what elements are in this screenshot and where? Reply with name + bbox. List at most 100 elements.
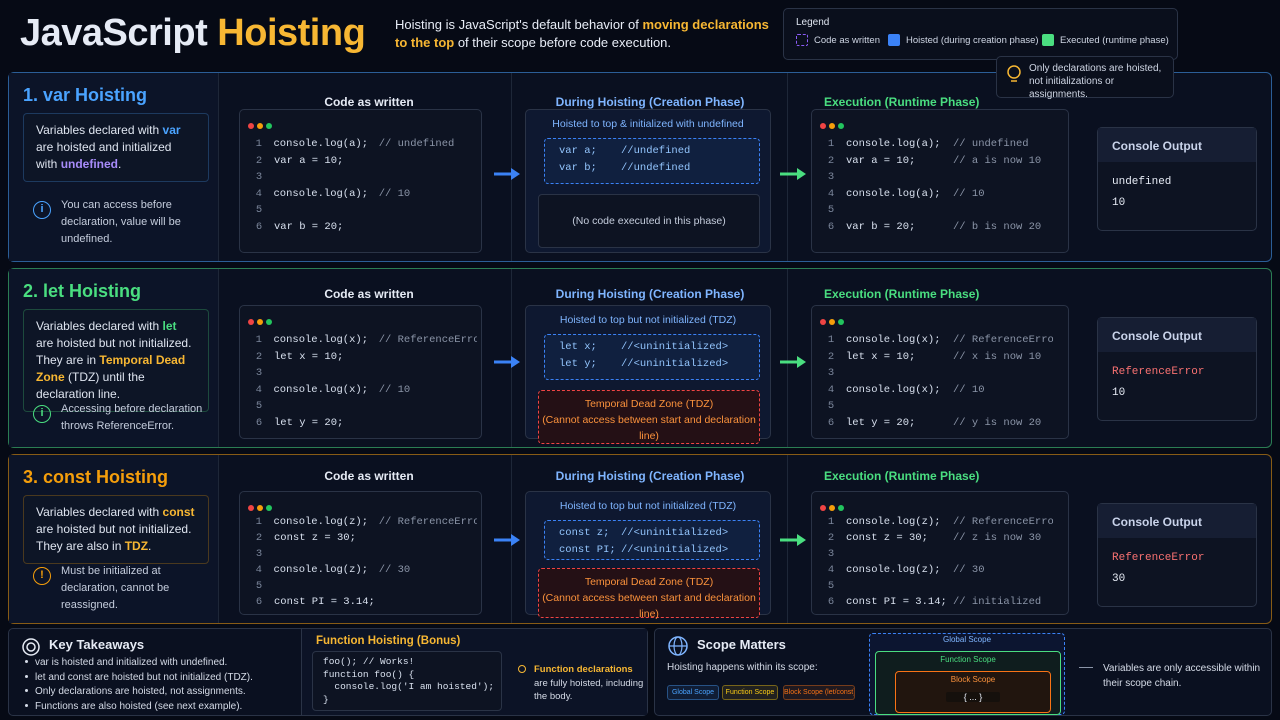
takeaway-item: var is hoisted and initialized with unde…	[25, 656, 302, 671]
legend-swatch	[796, 34, 808, 46]
tip-icon: !	[33, 567, 51, 585]
code	[274, 204, 381, 221]
column-title: During Hoisting (Creation Phase)	[555, 95, 745, 109]
code: console.log(x);	[273, 334, 369, 346]
line-number: 2	[827, 532, 835, 544]
code: console.log(x);	[846, 383, 941, 396]
hoist-subtitle: Hoisted to top & initialized with undefi…	[552, 118, 744, 130]
code-body: 1 console.log(a); // undefined 2 var a = 10;…	[244, 138, 477, 237]
text-segment: .	[118, 157, 122, 171]
legend: Legend Code as written Hoisted (during cr…	[783, 8, 1178, 60]
line-number: 1	[827, 516, 835, 528]
takeaway-item: Functions are also hoisted (see next exa…	[25, 700, 302, 715]
code	[274, 548, 381, 564]
line-number: 3	[827, 548, 835, 560]
comment: //<uninitialized>	[621, 358, 729, 370]
tip-text: Accessing before declaration throws Refe…	[61, 403, 203, 432]
phase-line: (Cannot access between start and declara…	[542, 592, 756, 620]
hoist-panel: Hoisted to top & initialized with undefi…	[525, 109, 771, 253]
code-line: 4 console.log(a); // 10	[244, 188, 477, 205]
code: var b = 20;	[274, 220, 344, 233]
code-line: 3	[816, 548, 1064, 564]
code-line: 3	[816, 171, 1064, 188]
console-title: Console Output	[1098, 128, 1256, 162]
text-segment: Variables declared with	[36, 319, 163, 333]
hoisted-line: const PI; //<uninitialized>	[559, 544, 759, 561]
code-line: 5	[816, 400, 1064, 417]
code-line: 6 let y = 20; // y is now 20	[816, 417, 1064, 434]
note-text: Only declarations are hoisted, not initi…	[1029, 63, 1162, 100]
line-number: 4	[827, 564, 835, 576]
code: var b = 20;	[846, 220, 916, 233]
code-line: 4 console.log(z); // 30	[244, 564, 477, 580]
code	[846, 580, 953, 596]
section-title: 1. var Hoisting	[23, 85, 148, 105]
scope-tag: Block Scope (let/const)	[783, 685, 855, 700]
tip: i You can access before declaration, valu…	[23, 197, 213, 248]
scope-text: Hoisting happens within its scope:	[667, 662, 818, 673]
text-segment: Temporal Dead Zone	[36, 353, 186, 384]
code: const z = 30;	[274, 532, 356, 544]
text-segment: are hoisted but not initialized. They ar…	[36, 336, 192, 367]
console-line: 10	[1112, 387, 1126, 399]
code	[846, 367, 953, 384]
tip: ! Must be initialized at declaration, can…	[23, 563, 213, 614]
code-panel: 1 console.log(x); // ReferenceError 2 let x …	[239, 305, 482, 439]
code-line: 1 console.log(a); // undefined	[816, 138, 1064, 155]
line-number: 5	[255, 400, 263, 412]
takeaway-text: Only declarations are hoisted, not assig…	[35, 686, 246, 697]
code-line: 2 const z = 30; // z is now 30	[816, 532, 1064, 548]
phase-line: (No code executed in this phase)	[572, 215, 726, 227]
code: console.log(a);	[846, 138, 941, 150]
section: 2. let Hoisting Variables declared with l…	[8, 268, 1272, 448]
code-line: 6 const PI = 3.14; // initialized	[816, 596, 1064, 612]
window-dots	[248, 312, 275, 330]
dot	[820, 319, 826, 325]
title-hoisting: Hoisting	[217, 12, 366, 54]
bullet	[25, 703, 28, 707]
comment: // 30	[953, 564, 985, 576]
hoist-subtitle: Hoisted to top but not initialized (TDZ)	[559, 500, 737, 512]
bullet	[25, 660, 28, 663]
line-number: 2	[255, 350, 263, 363]
phase-line: (Cannot access between start and declara…	[542, 414, 756, 442]
code	[274, 171, 381, 188]
hoisted-line: let y; //<uninitialized>	[559, 358, 759, 375]
phase-line: Temporal Dead Zone (TDZ)	[584, 398, 714, 410]
text-segment: undefined	[60, 157, 119, 171]
dot	[829, 319, 835, 325]
dot	[266, 319, 272, 325]
line-number: 5	[827, 580, 835, 592]
code: let x = 10;	[274, 350, 344, 363]
console-line: undefined	[1112, 176, 1172, 188]
code	[846, 204, 953, 221]
line-number: 6	[827, 416, 835, 429]
legend-swatch	[888, 34, 900, 46]
bonus-title: Function Hoisting (Bonus)	[316, 635, 461, 647]
comment: // ReferenceError	[953, 334, 1053, 346]
console: Console Output undefined 10	[1097, 127, 1257, 231]
phase-box: (No code executed in this phase)	[538, 194, 760, 248]
dot	[829, 123, 835, 129]
comment: // x is now 10	[953, 350, 1042, 363]
code: console.log(z);	[273, 564, 369, 576]
bonus-code-line: foo(); // Works!	[323, 656, 415, 667]
code: var a;	[559, 145, 597, 157]
code-line: 5	[244, 400, 477, 417]
code: console.log(x);	[846, 334, 941, 346]
takeaway-text: let and const are hoisted but not initia…	[35, 671, 253, 683]
line-number: 5	[255, 204, 263, 216]
code: var a = 10;	[274, 154, 344, 167]
title-js: JavaScript	[20, 12, 208, 54]
block-body: { ... }	[946, 692, 1000, 702]
takeaways: Key Takeaways var is hoisted and initiali…	[8, 628, 648, 716]
code-panel: 1 console.log(z); // ReferenceError 2 const …	[239, 491, 482, 615]
description: Hoisting is JavaScript's default behavio…	[395, 16, 775, 52]
section-description: Variables declared with let are hoisted …	[23, 309, 209, 412]
column-title: During Hoisting (Creation Phase)	[555, 469, 745, 483]
tip-text: Must be initialized at declaration, cann…	[61, 565, 170, 611]
text-segment: Hoisting is JavaScript's default behavio…	[395, 17, 643, 32]
comment: // ReferenceError	[953, 516, 1053, 528]
text-segment: moving declarations to the top	[395, 17, 769, 50]
